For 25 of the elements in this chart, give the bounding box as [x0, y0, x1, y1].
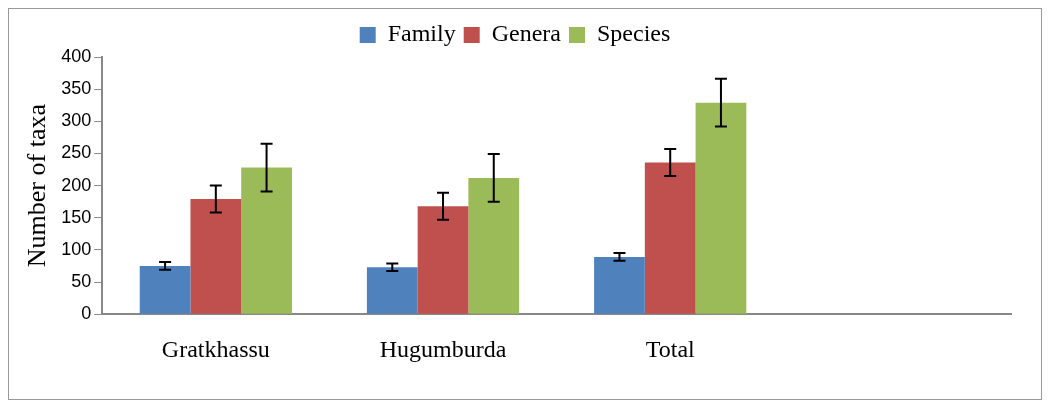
bar: [417, 206, 469, 314]
bar: [644, 162, 696, 314]
y-tick-label: 0: [81, 303, 92, 324]
bar: [241, 167, 292, 314]
bar: [695, 102, 747, 314]
bar: [190, 199, 242, 314]
bar: [366, 267, 418, 314]
y-tick-label: 200: [61, 174, 92, 195]
x-tick-label: Total: [645, 335, 696, 362]
y-axis-title: Number of taxa: [22, 103, 52, 268]
y-tick-label: 350: [61, 78, 92, 99]
x-tick-label: Gratkhassu: [161, 335, 270, 362]
bar: [139, 265, 191, 314]
bar: [594, 256, 645, 314]
y-tick-label: 150: [61, 206, 92, 227]
y-tick-label: 100: [61, 238, 92, 259]
y-tick-label: 250: [61, 142, 92, 163]
legend-label: Family: [387, 20, 456, 47]
y-tick-label: 400: [61, 45, 92, 66]
y-tick-label: 300: [61, 110, 92, 131]
legend-label: Genera: [491, 20, 562, 47]
bar: [468, 177, 520, 314]
x-tick-label: Hugumburda: [379, 335, 507, 362]
legend-label: Species: [596, 20, 671, 47]
y-tick-label: 50: [71, 271, 92, 292]
